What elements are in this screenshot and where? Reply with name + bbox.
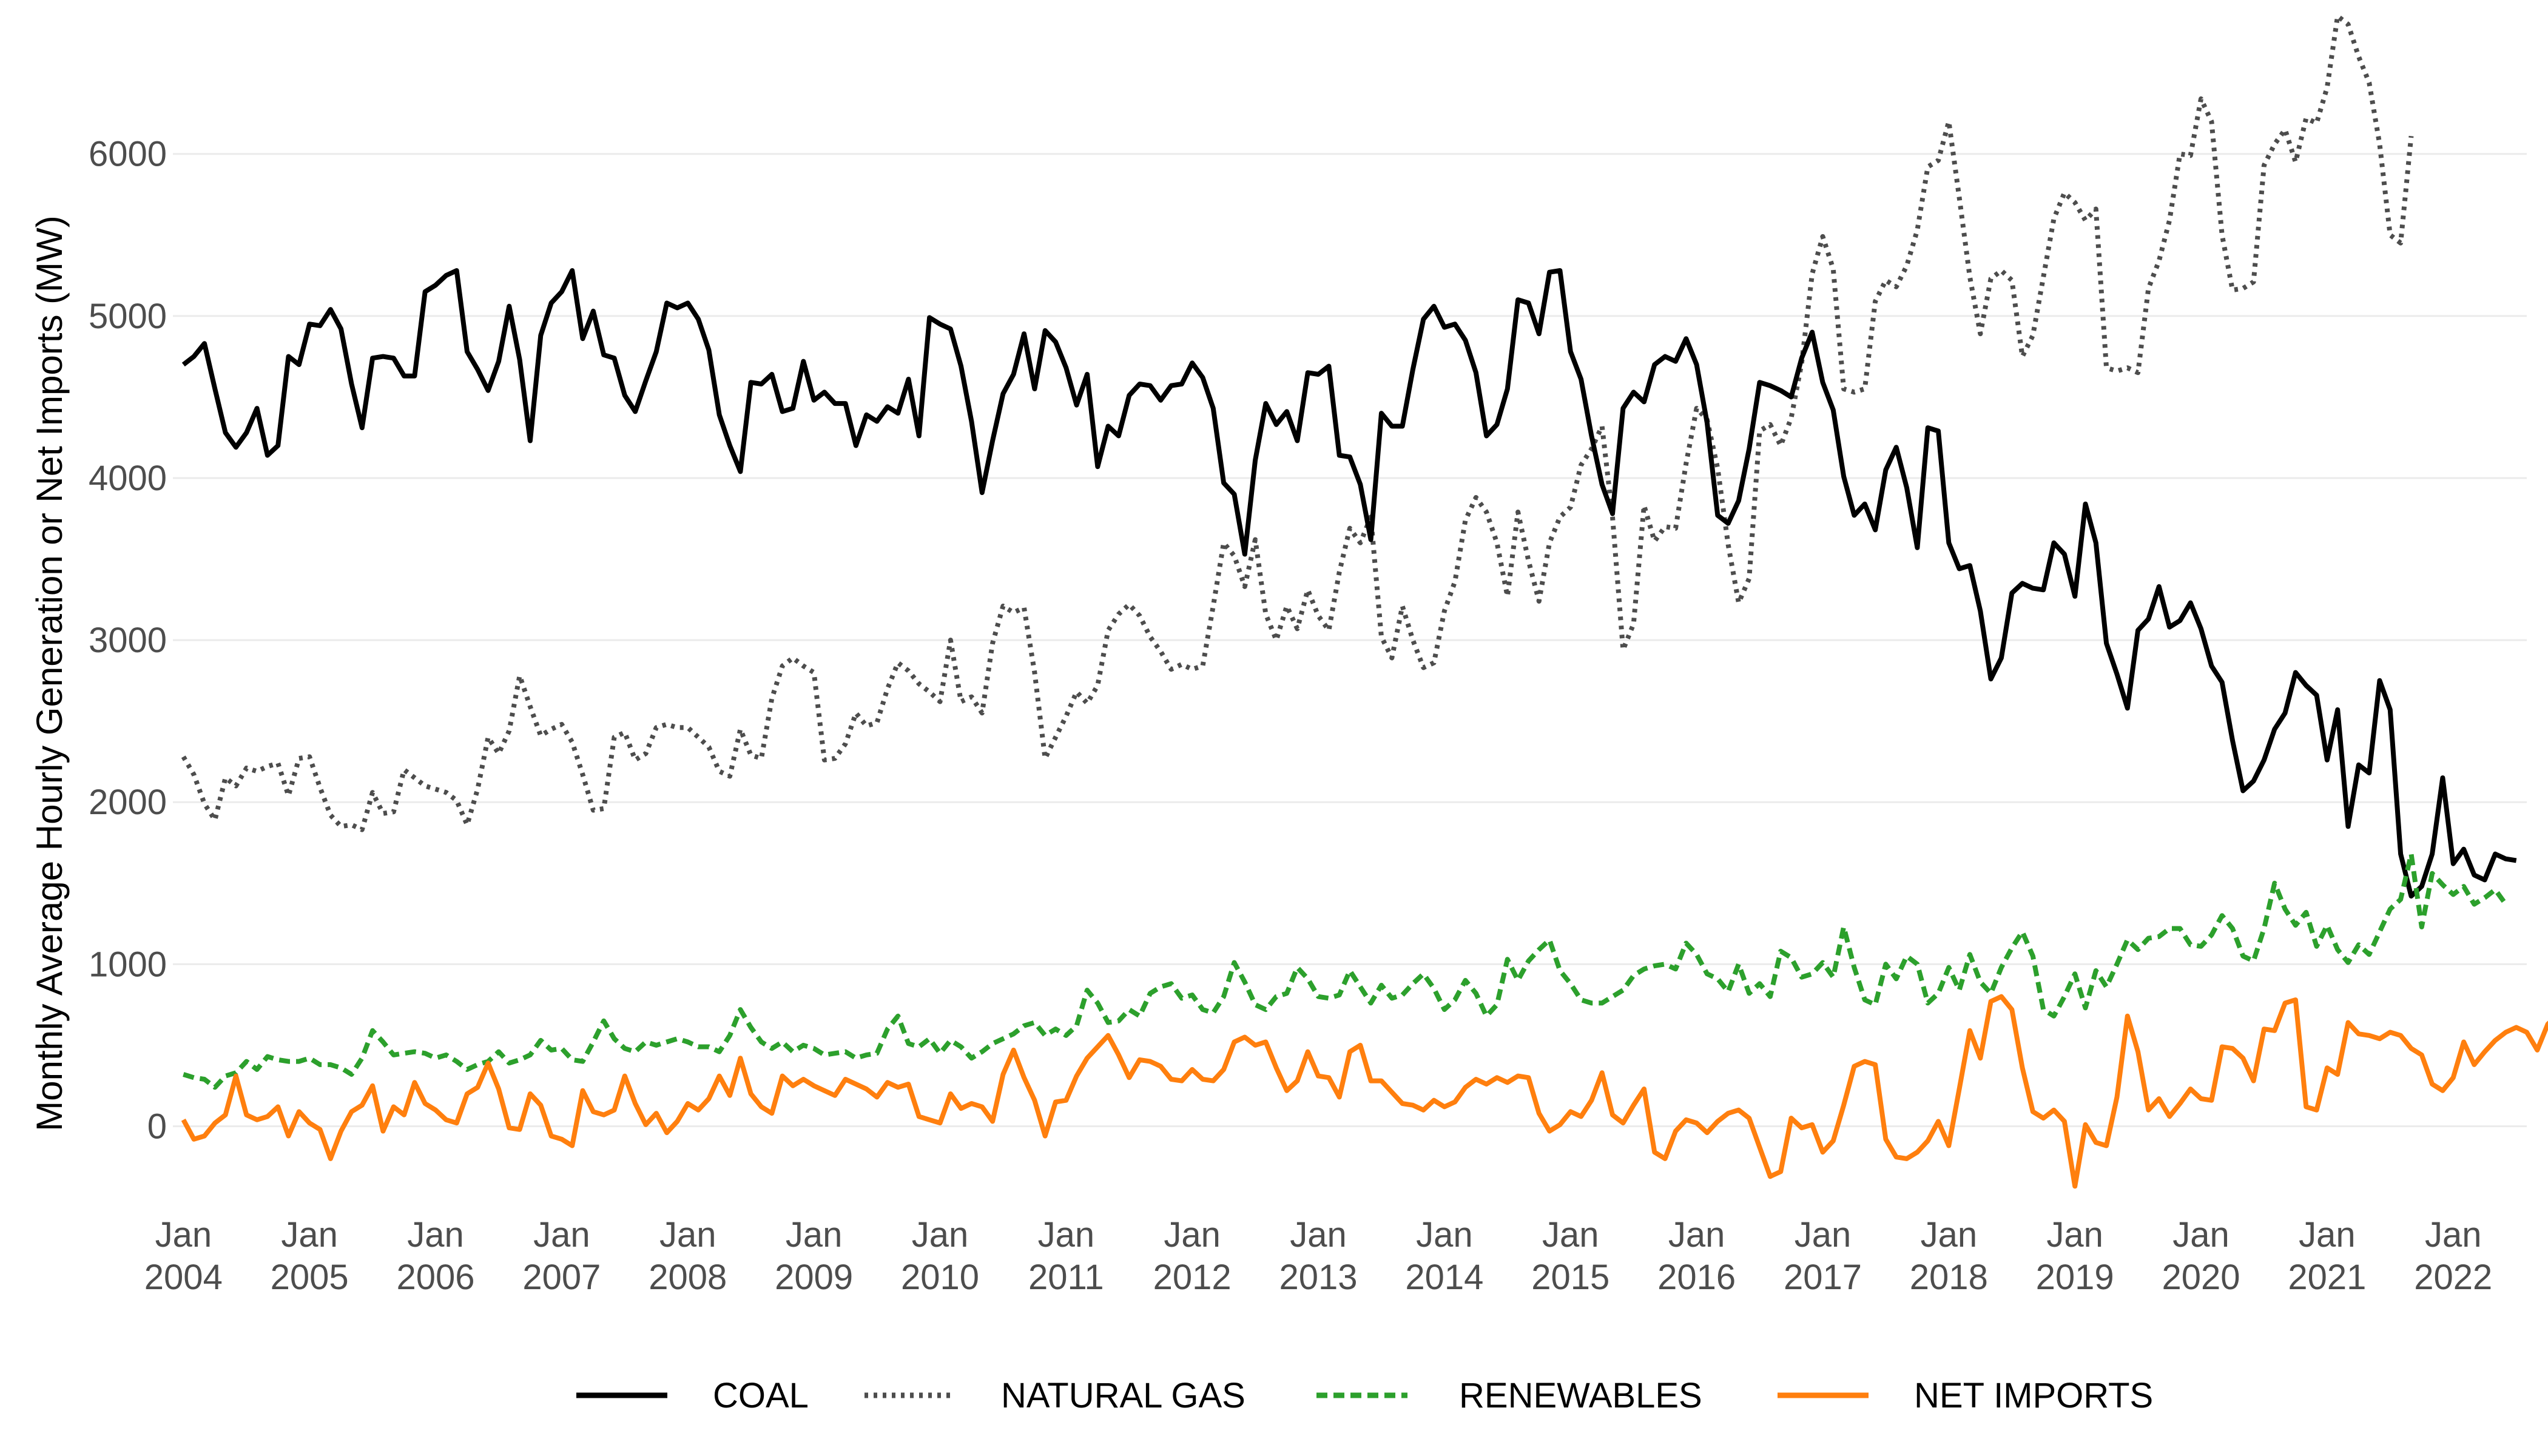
x-tick-label-year: 2004 xyxy=(144,1258,223,1297)
x-tick-label-month: Jan xyxy=(2172,1215,2230,1255)
x-tick-label-year: 2020 xyxy=(2162,1258,2240,1297)
legend-label-coal: COAL xyxy=(713,1376,809,1415)
y-tick-label: 0 xyxy=(147,1107,167,1146)
legend-label-net-imports: NET IMPORTS xyxy=(1914,1376,2153,1415)
x-tick-label-year: 2017 xyxy=(1784,1258,1862,1297)
x-tick-label-month: Jan xyxy=(533,1215,590,1255)
x-tick-label-year: 2013 xyxy=(1279,1258,1358,1297)
x-tick-label-month: Jan xyxy=(1668,1215,1725,1255)
x-tick-label-year: 2011 xyxy=(1028,1258,1104,1297)
x-tick-label-year: 2010 xyxy=(901,1258,979,1297)
series-line-coal xyxy=(181,268,2517,899)
y-tick-label: 1000 xyxy=(89,945,167,984)
legend: COAL NATURAL GAS RENEWABLES NET IMPORTS xyxy=(576,1376,2153,1415)
x-tick-label-month: Jan xyxy=(2046,1215,2103,1255)
x-tick-label-year: 2021 xyxy=(2288,1258,2366,1297)
x-tick-label-year: 2014 xyxy=(1405,1258,1483,1297)
x-tick-label-month: Jan xyxy=(912,1215,969,1255)
x-tick-label-year: 2019 xyxy=(2036,1258,2114,1297)
x-tick-label-year: 2022 xyxy=(2414,1258,2492,1297)
x-tick-label-month: Jan xyxy=(659,1215,716,1255)
y-tick-label: 5000 xyxy=(89,297,167,336)
legend-label-renewables: RENEWABLES xyxy=(1459,1376,1702,1415)
x-tick-label-year: 2009 xyxy=(775,1258,853,1297)
x-tick-label-month: Jan xyxy=(1921,1215,1978,1255)
series-line-net-imports xyxy=(181,994,2548,1189)
x-tick-label-year: 2012 xyxy=(1153,1258,1232,1297)
x-tick-label-month: Jan xyxy=(155,1215,212,1255)
y-tick-label: 4000 xyxy=(89,459,167,498)
x-tick-label-month: Jan xyxy=(1038,1215,1095,1255)
x-tick-label-month: Jan xyxy=(786,1215,843,1255)
x-tick-label-year: 2018 xyxy=(1910,1258,1988,1297)
x-tick-label-month: Jan xyxy=(1290,1215,1347,1255)
y-axis-title: Monthly Average Hourly Generation or Net… xyxy=(29,215,70,1131)
x-tick-label-month: Jan xyxy=(2299,1215,2356,1255)
series-line-renewables xyxy=(183,851,2508,1090)
x-tick-label-year: 2015 xyxy=(1531,1258,1609,1297)
x-axis-tick-labels: Jan2004Jan2005Jan2006Jan2007Jan2008Jan20… xyxy=(144,1215,2492,1297)
series-line-natural-gas xyxy=(181,13,2414,832)
x-tick-label-month: Jan xyxy=(407,1215,464,1255)
x-tick-label-year: 2005 xyxy=(271,1258,349,1297)
gridlines xyxy=(173,153,2527,1127)
x-tick-label-year: 2008 xyxy=(649,1258,727,1297)
y-tick-label: 3000 xyxy=(89,621,167,660)
x-tick-label-month: Jan xyxy=(1164,1215,1221,1255)
series-lines xyxy=(181,13,2548,1189)
y-tick-label: 6000 xyxy=(89,135,167,174)
x-tick-label-year: 2007 xyxy=(522,1258,601,1297)
x-tick-label-month: Jan xyxy=(1542,1215,1599,1255)
legend-label-natural-gas: NATURAL GAS xyxy=(1001,1376,1245,1415)
y-tick-label: 2000 xyxy=(89,783,167,822)
x-tick-label-year: 2006 xyxy=(397,1258,475,1297)
x-tick-label-month: Jan xyxy=(1416,1215,1473,1255)
x-tick-label-month: Jan xyxy=(2425,1215,2482,1255)
y-axis-tick-labels: 0 1000 2000 3000 4000 5000 6000 xyxy=(89,135,167,1147)
x-tick-label-month: Jan xyxy=(1795,1215,1852,1255)
x-tick-label-month: Jan xyxy=(281,1215,338,1255)
x-tick-label-year: 2016 xyxy=(1657,1258,1736,1297)
